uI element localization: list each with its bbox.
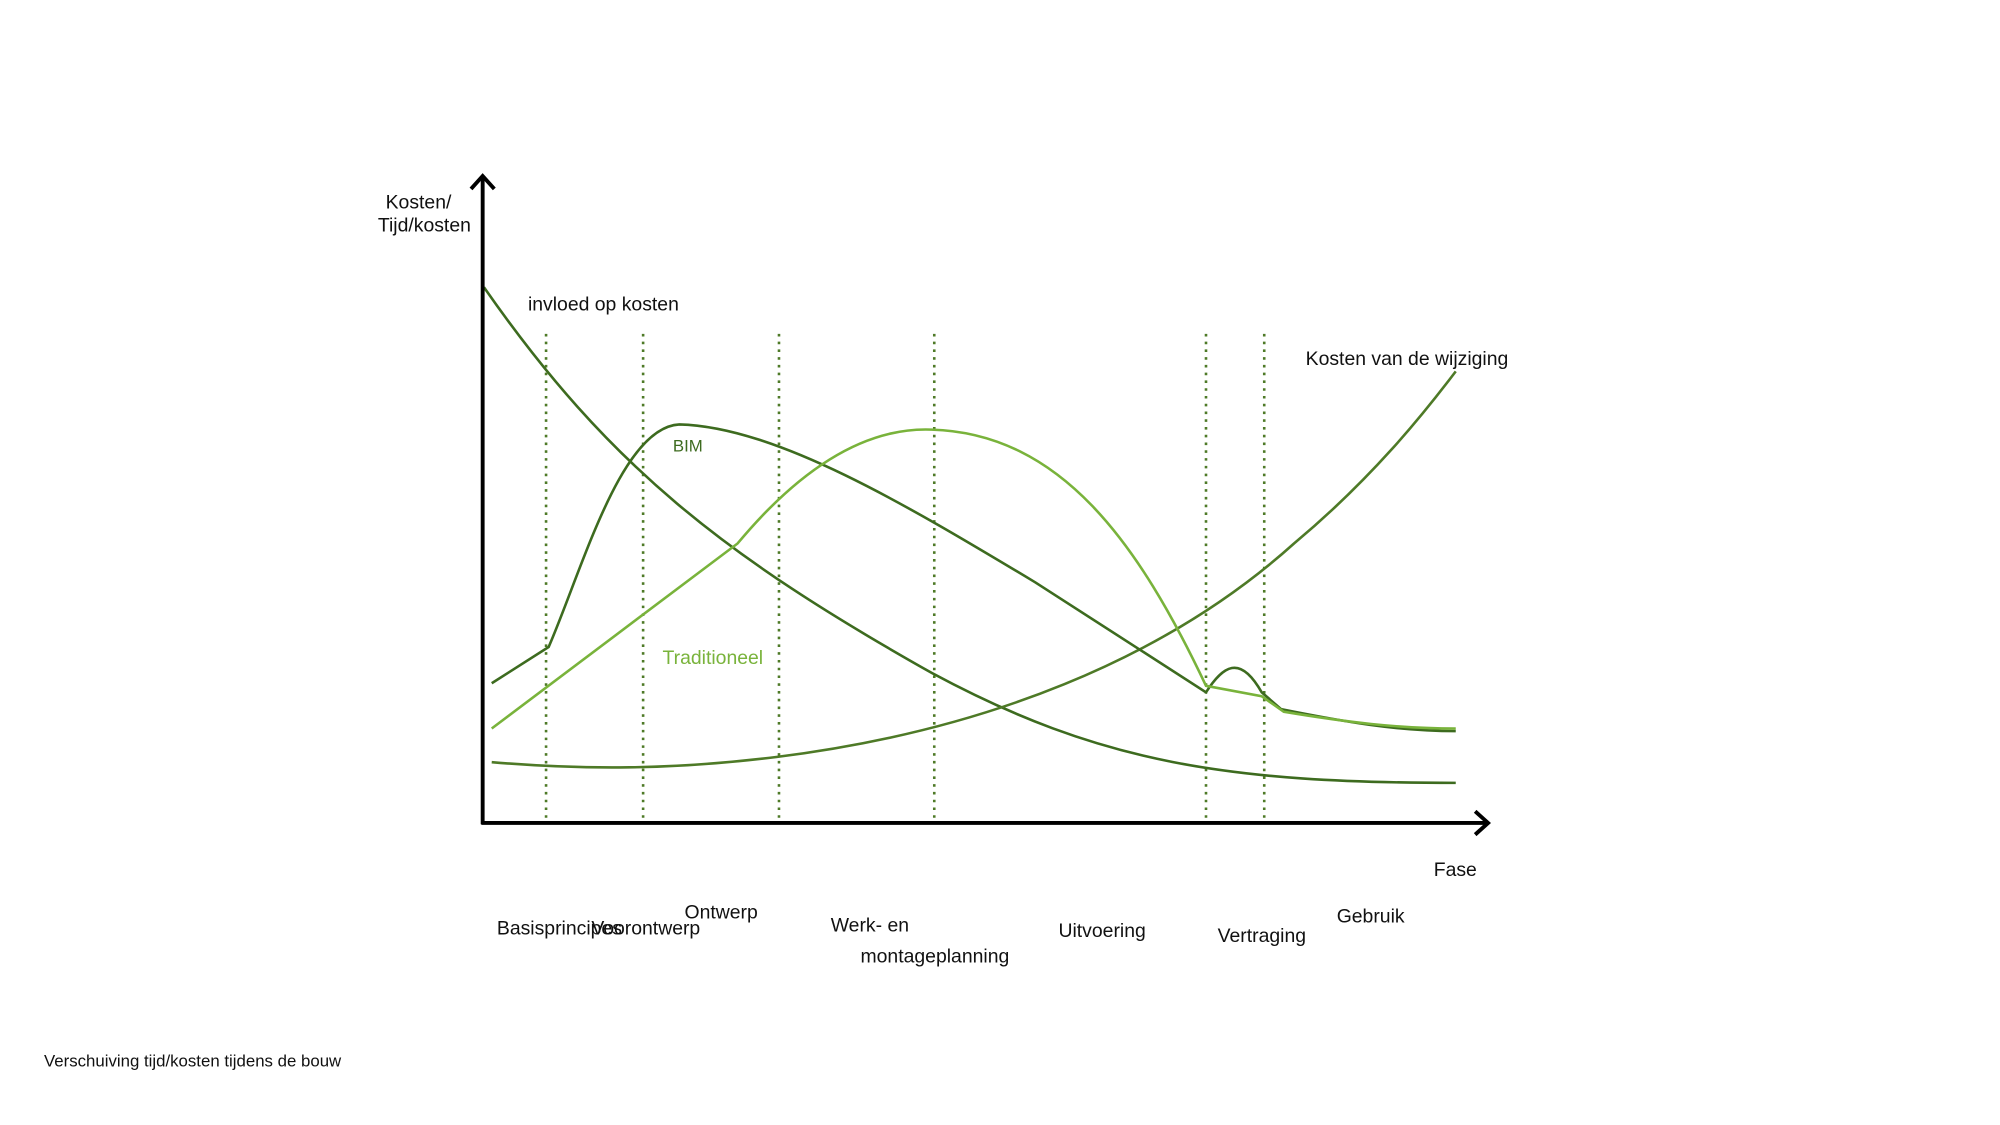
y-label: Tijd/kosten xyxy=(378,215,471,237)
phase-dividers xyxy=(544,333,1266,822)
x-label: Fase xyxy=(1434,859,1477,881)
phase-label: Vertraging xyxy=(1218,925,1306,947)
x-arrow xyxy=(1473,809,1491,837)
phase-label: Werk- en xyxy=(831,915,909,937)
bim-curve xyxy=(491,423,1456,733)
y-arrow xyxy=(469,173,496,191)
curve-label: Kosten van de wijziging xyxy=(1306,348,1509,370)
traditional-curve xyxy=(490,428,1456,730)
phase-label: Uitvoering xyxy=(1058,920,1145,942)
influence-curve xyxy=(482,286,1456,785)
curve-label: BIM xyxy=(673,437,703,456)
curve-label: invloed op kosten xyxy=(528,294,679,316)
axes xyxy=(469,173,1491,837)
change-cost-curve xyxy=(491,370,1457,769)
phase-label: Ontwerp xyxy=(685,902,758,924)
phase-label: Voorontwerp xyxy=(591,917,700,939)
y-label: Kosten/ xyxy=(386,191,452,213)
phase-label: montageplanning xyxy=(861,946,1010,968)
phase-label: Gebruik xyxy=(1337,906,1405,928)
curve-label: Traditioneel xyxy=(663,647,764,669)
phase-label: Basisprincipes xyxy=(497,917,622,939)
caption: Verschuiving tijd/kosten tijdens de bouw xyxy=(44,1051,342,1070)
